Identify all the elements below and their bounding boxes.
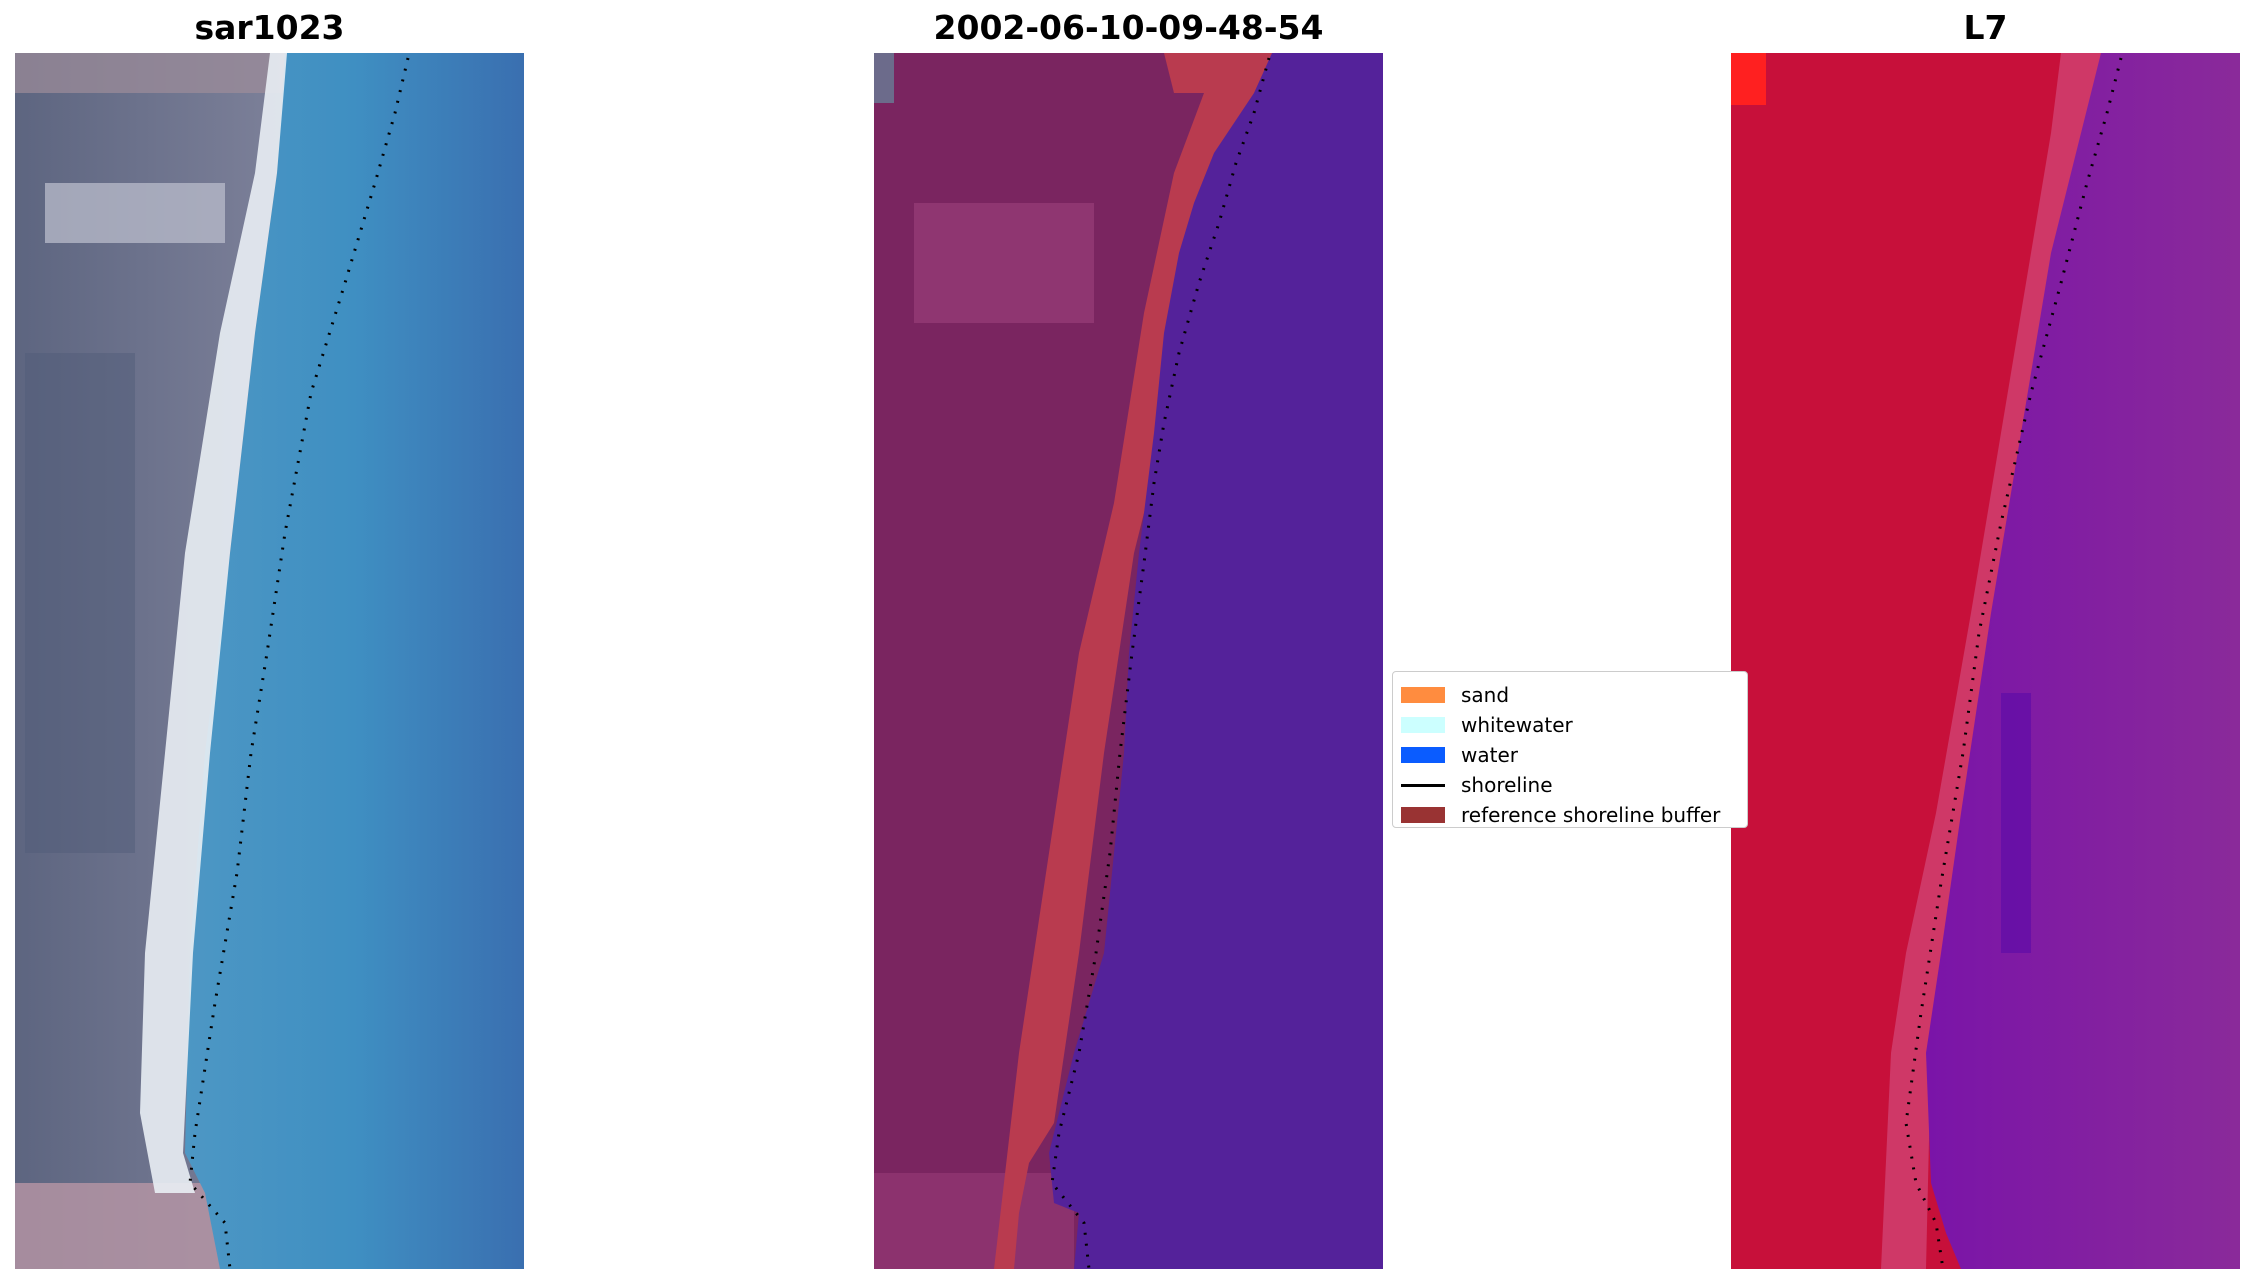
panel-title-l7: L7 (1963, 8, 2008, 47)
legend-swatch-sand (1401, 687, 1445, 703)
legend-item-reference-buffer: reference shoreline buffer (1401, 801, 1720, 829)
panel-title-rgb: sar1023 (194, 8, 345, 47)
legend-label-sand: sand (1461, 683, 1510, 707)
legend-item-water: water (1401, 741, 1518, 769)
l7-image-panel (1731, 53, 2240, 1269)
l7-image (1731, 53, 2240, 1269)
legend-label-water: water (1461, 743, 1518, 767)
legend-item-shoreline: shoreline (1401, 771, 1553, 799)
panel-title-classified: 2002-06-10-09-48-54 (933, 8, 1324, 47)
legend-item-whitewater: whitewater (1401, 711, 1573, 739)
legend-item-sand: sand (1401, 681, 1509, 709)
legend-label-shoreline: shoreline (1461, 773, 1553, 797)
classified-image-panel (874, 53, 1383, 1269)
legend-swatch-shoreline (1401, 783, 1445, 787)
rgb-image-panel (15, 53, 524, 1269)
legend-swatch-reference-buffer (1401, 807, 1445, 823)
legend: sand whitewater water shoreline referenc… (1392, 671, 1748, 828)
legend-label-whitewater: whitewater (1461, 713, 1573, 737)
legend-label-reference-buffer: reference shoreline buffer (1461, 803, 1721, 827)
legend-swatch-whitewater (1401, 717, 1445, 733)
rgb-image (15, 53, 524, 1269)
classified-image (874, 53, 1383, 1269)
legend-swatch-water (1401, 747, 1445, 763)
